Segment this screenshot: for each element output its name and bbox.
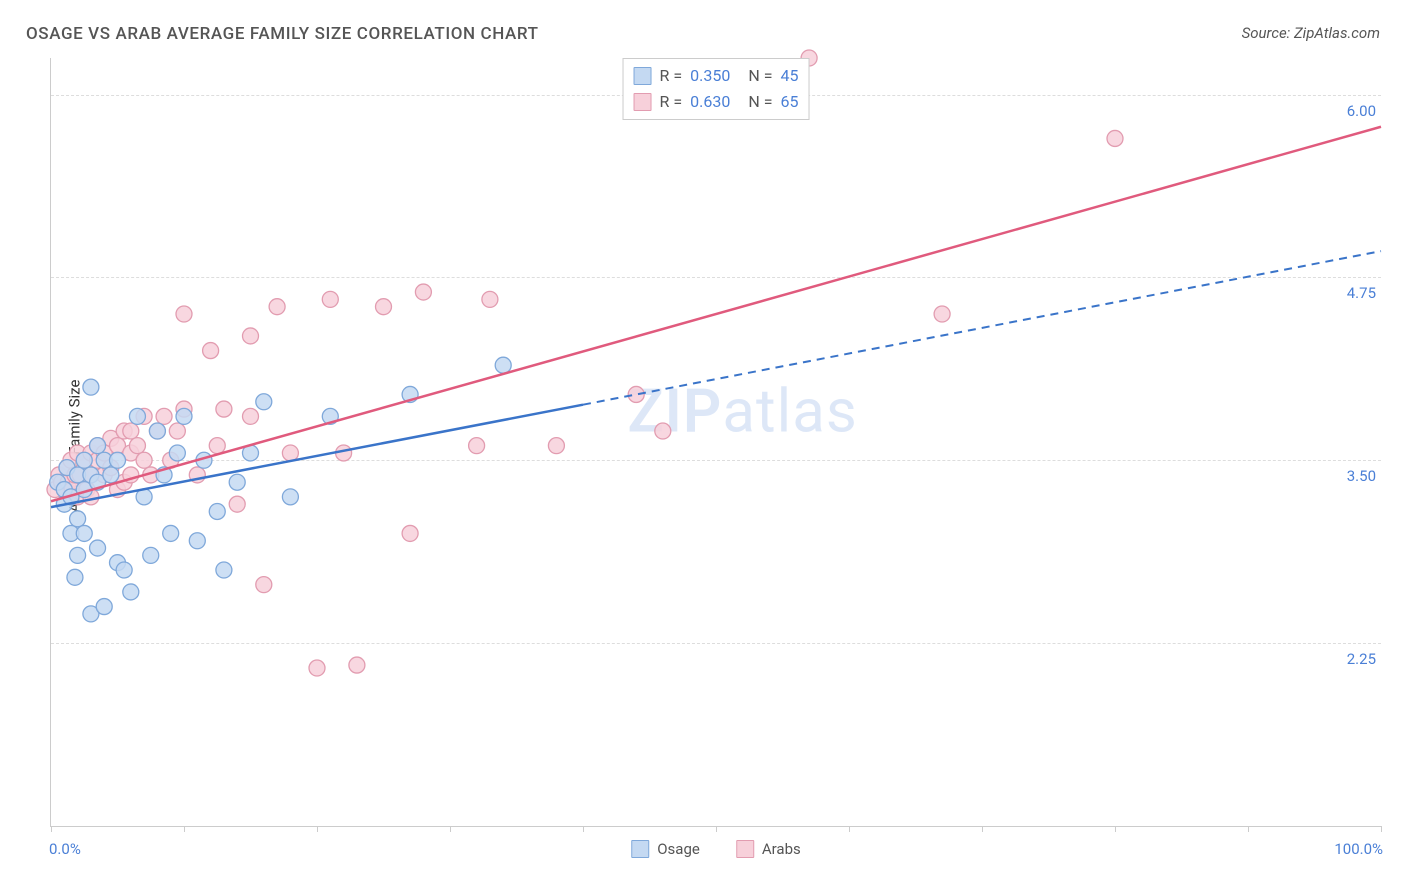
scatter-point — [83, 379, 99, 395]
x-tick — [1248, 826, 1249, 832]
scatter-point — [143, 547, 159, 563]
scatter-point — [628, 386, 644, 402]
scatter-point — [176, 408, 192, 424]
scatter-point — [136, 452, 152, 468]
scatter-point — [189, 533, 205, 549]
scatter-point — [163, 525, 179, 541]
scatter-point — [482, 291, 498, 307]
scatter-point — [169, 445, 185, 461]
scatter-point — [282, 445, 298, 461]
scatter-point — [256, 577, 272, 593]
scatter-point — [309, 660, 325, 676]
scatter-point — [216, 562, 232, 578]
scatter-point — [103, 467, 119, 483]
x-tick — [317, 826, 318, 832]
scatter-point — [90, 438, 106, 454]
legend-swatch — [631, 840, 649, 858]
scatter-point — [469, 438, 485, 454]
x-axis-min-label: 0.0% — [49, 840, 81, 858]
scatter-point — [96, 599, 112, 615]
scatter-point — [67, 569, 83, 585]
trend-line-osage-dashed — [583, 251, 1381, 405]
n-value-osage: 45 — [780, 63, 798, 89]
legend-swatch — [736, 840, 754, 858]
legend-label: Osage — [657, 840, 700, 858]
plot-area: R = 0.350 N = 45 R = 0.630 N = 65 ZIPatl… — [50, 58, 1381, 827]
x-axis-max-label: 100.0% — [1334, 840, 1383, 858]
scatter-point — [216, 401, 232, 417]
scatter-point — [655, 423, 671, 439]
x-tick — [583, 826, 584, 832]
scatter-svg — [51, 58, 1381, 826]
scatter-point — [415, 284, 431, 300]
scatter-point — [495, 357, 511, 373]
source-attribution: Source: ZipAtlas.com — [1242, 24, 1380, 42]
x-tick — [1115, 826, 1116, 832]
scatter-point — [934, 306, 950, 322]
scatter-point — [243, 328, 259, 344]
x-tick — [450, 826, 451, 832]
x-tick — [716, 826, 717, 832]
scatter-point — [110, 452, 126, 468]
scatter-point — [129, 408, 145, 424]
swatch-arabs — [634, 93, 652, 111]
scatter-point — [209, 503, 225, 519]
scatter-point — [123, 423, 139, 439]
scatter-point — [70, 511, 86, 527]
r-value-arabs: 0.630 — [690, 89, 730, 115]
scatter-point — [70, 547, 86, 563]
scatter-point — [1107, 130, 1123, 146]
legend-label: Arabs — [762, 840, 801, 858]
scatter-point — [203, 343, 219, 359]
scatter-point — [322, 291, 338, 307]
scatter-point — [229, 496, 245, 512]
x-tick — [849, 826, 850, 832]
scatter-point — [76, 525, 92, 541]
scatter-point — [269, 299, 285, 315]
scatter-point — [156, 408, 172, 424]
n-value-arabs: 65 — [780, 89, 798, 115]
scatter-point — [229, 474, 245, 490]
trend-line-arabs — [51, 127, 1381, 501]
scatter-point — [90, 540, 106, 556]
scatter-point — [76, 452, 92, 468]
legend-item: Arabs — [736, 840, 801, 858]
info-row-arabs: R = 0.630 N = 65 — [634, 89, 799, 115]
x-tick — [982, 826, 983, 832]
scatter-point — [243, 408, 259, 424]
scatter-point — [123, 584, 139, 600]
scatter-point — [376, 299, 392, 315]
scatter-point — [548, 438, 564, 454]
scatter-point — [402, 525, 418, 541]
info-row-osage: R = 0.350 N = 45 — [634, 63, 799, 89]
swatch-osage — [634, 67, 652, 85]
r-value-osage: 0.350 — [690, 63, 730, 89]
scatter-point — [349, 657, 365, 673]
correlation-info-box: R = 0.350 N = 45 R = 0.630 N = 65 — [623, 58, 810, 120]
legend-bottom: Osage Arabs — [631, 840, 801, 858]
scatter-point — [282, 489, 298, 505]
chart-title: OSAGE VS ARAB AVERAGE FAMILY SIZE CORREL… — [26, 24, 539, 44]
x-tick — [184, 826, 185, 832]
scatter-point — [209, 438, 225, 454]
scatter-point — [169, 423, 185, 439]
x-tick — [1381, 826, 1382, 832]
scatter-point — [116, 562, 132, 578]
scatter-point — [149, 423, 165, 439]
scatter-point — [176, 306, 192, 322]
scatter-point — [256, 394, 272, 410]
scatter-point — [129, 438, 145, 454]
legend-item: Osage — [631, 840, 700, 858]
x-tick — [51, 826, 52, 832]
